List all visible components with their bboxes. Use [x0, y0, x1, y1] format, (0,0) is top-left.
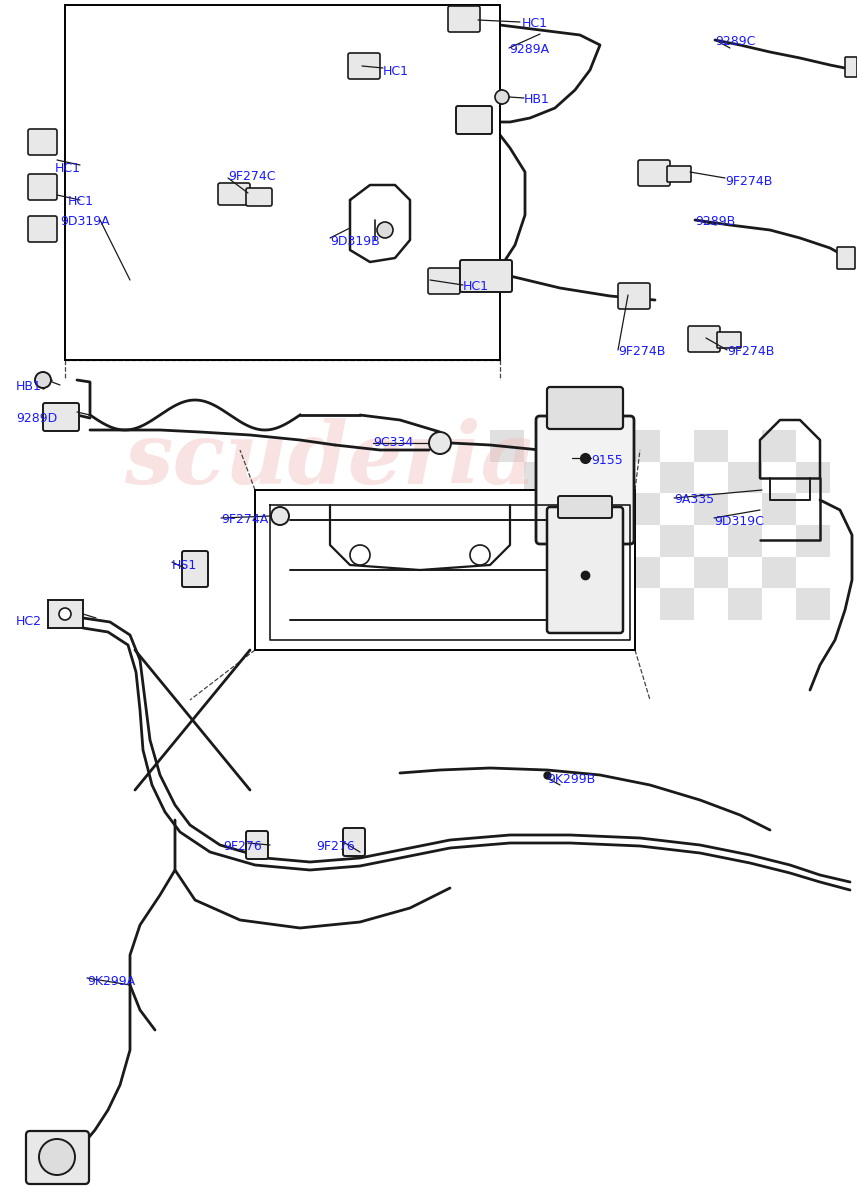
FancyBboxPatch shape	[343, 828, 365, 856]
Circle shape	[377, 222, 393, 238]
FancyBboxPatch shape	[428, 268, 460, 294]
FancyBboxPatch shape	[448, 6, 480, 32]
Text: 9K299B: 9K299B	[547, 773, 596, 786]
Text: HC2: HC2	[16, 614, 42, 628]
Bar	[592, 588, 626, 620]
Text: 9D319A: 9D319A	[60, 215, 110, 228]
Text: 9F274B: 9F274B	[725, 175, 772, 188]
FancyBboxPatch shape	[547, 506, 623, 634]
Bar	[660, 588, 694, 620]
Text: 9F274B: 9F274B	[618, 346, 665, 358]
Bar	[255, 490, 635, 650]
FancyBboxPatch shape	[717, 332, 741, 348]
Bar	[48, 600, 83, 628]
Text: 9C334: 9C334	[373, 436, 413, 449]
Bar	[762, 557, 796, 588]
Bar	[490, 557, 524, 588]
Text: 9F276: 9F276	[316, 840, 355, 853]
Text: HC1: HC1	[463, 280, 489, 293]
FancyBboxPatch shape	[218, 182, 250, 205]
Text: 9A335: 9A335	[674, 493, 714, 506]
FancyBboxPatch shape	[28, 216, 57, 242]
Circle shape	[429, 432, 451, 454]
Bar	[490, 430, 524, 462]
Bar	[626, 557, 660, 588]
FancyBboxPatch shape	[667, 166, 691, 182]
Bar	[728, 526, 762, 557]
Text: 9289A: 9289A	[509, 43, 549, 56]
Bar	[524, 526, 558, 557]
Circle shape	[35, 372, 51, 388]
Text: HC1: HC1	[522, 17, 548, 30]
Text: HC1: HC1	[68, 194, 94, 208]
Bar	[626, 493, 660, 526]
Bar	[728, 462, 762, 493]
Text: 9289B: 9289B	[695, 215, 735, 228]
Bar	[558, 557, 592, 588]
Text: 9D319B: 9D319B	[330, 235, 380, 248]
Text: 9F274C: 9F274C	[228, 170, 275, 182]
FancyBboxPatch shape	[26, 1130, 89, 1184]
FancyBboxPatch shape	[536, 416, 634, 544]
FancyBboxPatch shape	[688, 326, 720, 352]
Bar	[592, 462, 626, 493]
FancyBboxPatch shape	[28, 174, 57, 200]
Bar	[796, 462, 830, 493]
Bar	[558, 493, 592, 526]
Bar	[694, 557, 728, 588]
Bar	[762, 430, 796, 462]
Text: HC1: HC1	[55, 162, 81, 175]
FancyBboxPatch shape	[845, 56, 857, 77]
FancyBboxPatch shape	[638, 160, 670, 186]
Circle shape	[271, 506, 289, 526]
Bar	[65, 5, 500, 360]
FancyBboxPatch shape	[43, 403, 79, 431]
Bar	[796, 526, 830, 557]
Text: HS1: HS1	[172, 559, 197, 572]
Bar	[694, 493, 728, 526]
Text: HB1: HB1	[524, 92, 550, 106]
Text: HC1: HC1	[383, 65, 409, 78]
Circle shape	[350, 545, 370, 565]
Text: 9155: 9155	[591, 454, 623, 467]
Text: 9K299A: 9K299A	[87, 974, 135, 988]
Circle shape	[470, 545, 490, 565]
Bar	[524, 588, 558, 620]
FancyBboxPatch shape	[246, 830, 268, 859]
FancyBboxPatch shape	[246, 188, 272, 206]
FancyBboxPatch shape	[618, 283, 650, 308]
Bar	[660, 462, 694, 493]
Bar	[796, 588, 830, 620]
Text: c a r p a r t s: c a r p a r t s	[258, 514, 403, 536]
Text: 9289D: 9289D	[16, 412, 57, 425]
Bar	[626, 430, 660, 462]
Bar	[592, 526, 626, 557]
Text: scuderia: scuderia	[123, 419, 536, 502]
Bar	[728, 588, 762, 620]
Bar	[558, 430, 592, 462]
FancyBboxPatch shape	[460, 260, 512, 292]
Text: HB1: HB1	[16, 380, 42, 392]
FancyBboxPatch shape	[547, 386, 623, 428]
Text: 9289C: 9289C	[715, 35, 755, 48]
Text: 9F276: 9F276	[223, 840, 261, 853]
FancyBboxPatch shape	[182, 551, 208, 587]
FancyBboxPatch shape	[558, 496, 612, 518]
Circle shape	[495, 90, 509, 104]
Text: 9D319C: 9D319C	[714, 515, 764, 528]
Bar	[660, 526, 694, 557]
FancyBboxPatch shape	[456, 106, 492, 134]
FancyBboxPatch shape	[28, 128, 57, 155]
Bar	[490, 493, 524, 526]
Bar	[694, 430, 728, 462]
Text: 9F274A: 9F274A	[221, 514, 268, 526]
Text: 9F274B: 9F274B	[727, 346, 775, 358]
Circle shape	[59, 608, 71, 620]
FancyBboxPatch shape	[837, 247, 855, 269]
Bar	[762, 493, 796, 526]
Circle shape	[39, 1139, 75, 1175]
Bar	[524, 462, 558, 493]
FancyBboxPatch shape	[348, 53, 380, 79]
